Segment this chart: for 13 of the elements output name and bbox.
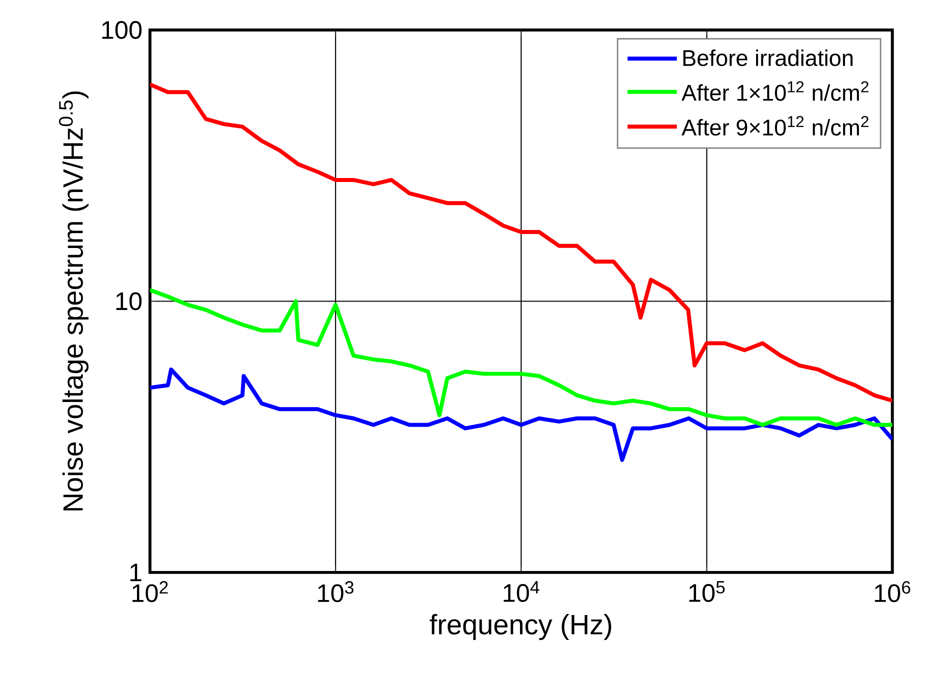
legend-label: After 1×10$^{12}$ n/cm$^{2}$ (682, 80, 868, 101)
legend-label: Before irradiation (683, 49, 853, 66)
x-tick-label: 10$^{6}$ (874, 580, 910, 602)
y-axis-title: Noise voltage spectrum (nV/Hz$^{0.5}$) (59, 91, 89, 510)
legend-label: After 9×10$^{12}$ n/cm$^{2}$ (682, 116, 868, 136)
x-axis-title: frequency (Hz) (430, 614, 612, 640)
x-tick-label: 10$^{2}$ (132, 580, 168, 602)
y-tick-label: 100 (102, 20, 142, 39)
x-tick-label: 10$^{4}$ (504, 580, 540, 602)
y-tick-label: 1 (130, 564, 142, 581)
x-tick-label: 10$^{5}$ (689, 580, 725, 602)
x-tick-label: 10$^{3}$ (318, 580, 354, 602)
y-tick-label: 10 (116, 292, 142, 310)
